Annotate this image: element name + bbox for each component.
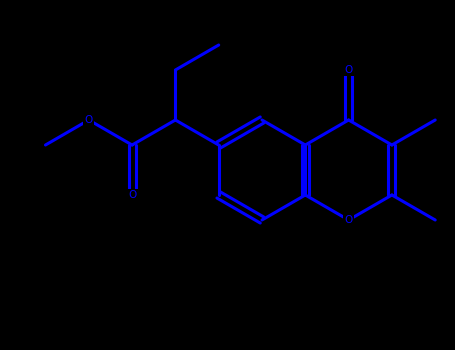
Text: O: O	[344, 65, 353, 75]
Text: O: O	[344, 215, 353, 225]
Text: O: O	[85, 115, 93, 125]
Text: O: O	[128, 190, 136, 200]
